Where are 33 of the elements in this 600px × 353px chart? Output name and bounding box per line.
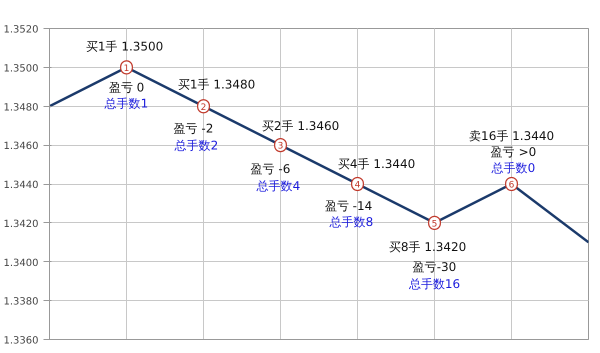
annotation: 总手数0 [490,161,536,175]
y-tick-label: 1.3500 [4,63,39,74]
annotation: 买8手 1.3420 [388,240,466,254]
annotation: 买4手 1.3440 [338,157,416,171]
annotation: 盈亏 -2 [174,121,214,136]
annotation: 盈亏 >0 [490,145,536,159]
annotation: 总手数4 [256,179,300,194]
y-tick-label: 1.3480 [4,102,39,114]
y-tick-label: 1.3360 [4,336,39,346]
annotation: 盈亏 -14 [324,199,372,213]
annotation: 卖16手 1.3440 [469,129,554,143]
y-tick-label: 1.3400 [4,258,39,269]
annotation: 盈亏-30 [412,260,456,274]
annotation: 买1手 1.3480 [178,77,256,92]
annotation: 盈亏 -6 [250,162,290,176]
y-tick-label: 1.3460 [4,141,39,152]
annotation: 总手数2 [174,138,218,152]
y-tick-label: 1.3440 [4,180,39,191]
annotation: 5 [432,219,438,230]
annotation: 买2手 1.3460 [262,119,340,134]
annotation: 盈亏 0 [108,80,144,94]
annotation: 买1手 1.3500 [86,39,164,54]
annotation: 1 [124,64,130,74]
annotation: 总手数16 [408,276,460,291]
annotation: 总手数8 [328,215,374,229]
annotation: 2 [200,102,206,113]
y-tick-label: 1.3420 [4,218,39,230]
annotation: 6 [508,180,515,190]
annotation: 4 [354,180,361,190]
y-tick-label: 1.3520 [4,24,39,36]
y-tick-label: 1.3380 [4,296,39,308]
annotation: 总手数1 [104,96,148,110]
annotation: 3 [278,142,284,152]
